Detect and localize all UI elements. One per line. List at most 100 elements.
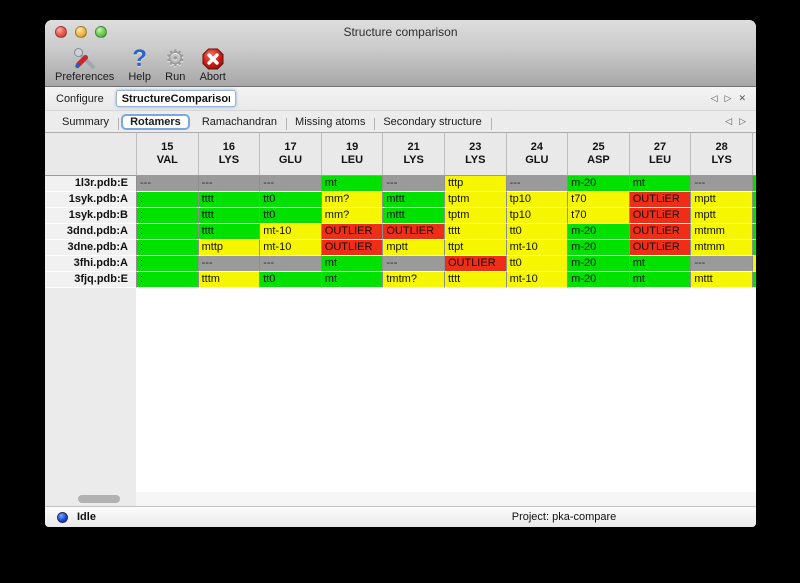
close-config-icon[interactable]: ✕ bbox=[738, 93, 746, 104]
rotamer-cell[interactable]: mm? bbox=[320, 208, 383, 224]
rotamer-cell[interactable]: mt-10 bbox=[259, 240, 321, 256]
rotamer-cell[interactable]: --- bbox=[382, 256, 444, 272]
scroll-tabs-right-icon[interactable]: ▷ bbox=[739, 116, 746, 127]
tab-ramachandran[interactable]: Ramachandran bbox=[193, 114, 288, 130]
rotamer-cell[interactable]: mt-10 bbox=[505, 240, 568, 256]
row-label[interactable]: 1l3r.pdb:E bbox=[45, 176, 136, 192]
rotamer-cell[interactable]: tt0 bbox=[505, 256, 568, 272]
preferences-button[interactable]: Preferences bbox=[55, 46, 114, 83]
rotamer-cell[interactable]: : bbox=[136, 240, 198, 256]
row-label[interactable]: 3dne.pdb:A bbox=[45, 240, 136, 256]
row-label[interactable]: 1syk.pdb:B bbox=[45, 208, 136, 224]
rotamer-cell[interactable]: m-20 bbox=[567, 256, 629, 272]
rotamer-cell[interactable]: tttt bbox=[197, 192, 260, 208]
next-config-icon[interactable]: ▷ bbox=[724, 93, 732, 104]
rotamer-cell[interactable]: tttt bbox=[443, 272, 506, 288]
rotamer-cell[interactable]: : bbox=[136, 224, 198, 240]
rotamer-cell[interactable]: OUTLIER bbox=[382, 224, 444, 240]
tab-summary[interactable]: Summary bbox=[53, 114, 120, 130]
rotamer-cell[interactable]: OUTLiER bbox=[628, 224, 691, 240]
scrollbar-thumb[interactable] bbox=[78, 495, 120, 503]
rotamer-cell[interactable]: : bbox=[136, 192, 198, 208]
rotamer-cell[interactable]: tptm bbox=[443, 208, 506, 224]
rotamer-cell[interactable]: m-20 bbox=[567, 272, 629, 288]
tab-secondary-structure[interactable]: Secondary structure bbox=[374, 114, 493, 130]
rotamer-cell[interactable]: tp10 bbox=[505, 192, 568, 208]
rotamer-cell[interactable]: --- bbox=[259, 256, 321, 272]
rotamer-cell[interactable]: t70 bbox=[567, 192, 629, 208]
rotamer-cell[interactable]: mt-10 bbox=[505, 272, 568, 288]
rotamer-cell[interactable]: OUTLiER bbox=[628, 240, 691, 256]
scroll-tabs-left-icon[interactable]: ◁ bbox=[725, 116, 733, 127]
rotamer-cell[interactable]: mm? bbox=[320, 192, 383, 208]
title-bar[interactable]: Structure comparison bbox=[45, 20, 756, 44]
row-label[interactable]: 3dnd.pdb:A bbox=[45, 224, 136, 240]
row-label[interactable]: 3fhi.pdb:A bbox=[45, 256, 136, 272]
rotamer-cell[interactable]: tt0 bbox=[259, 208, 321, 224]
rotamer-cell[interactable]: tttt bbox=[197, 208, 260, 224]
rotamer-cell[interactable]: tttm bbox=[197, 272, 260, 288]
rotamer-cell[interactable]: OUTLIER bbox=[443, 256, 506, 272]
residue-code: LEU bbox=[341, 154, 364, 166]
prev-config-icon[interactable]: ◁ bbox=[710, 93, 718, 104]
rotamer-cell[interactable]: --- bbox=[259, 176, 321, 192]
rotamer-cell[interactable]: mptt bbox=[690, 208, 752, 224]
rotamer-cell[interactable]: OUTLiER bbox=[628, 208, 691, 224]
rotamer-cell[interactable]: --- bbox=[197, 176, 260, 192]
rotamer-cell[interactable]: t70 bbox=[567, 208, 629, 224]
abort-button[interactable]: Abort bbox=[200, 46, 226, 83]
rotamer-cell[interactable]: mttt bbox=[382, 192, 444, 208]
rotamer-cell[interactable]: tttt bbox=[197, 224, 260, 240]
tab-rotamers[interactable]: Rotamers bbox=[121, 113, 190, 130]
rotamer-cell[interactable]: OUTLiER bbox=[628, 192, 691, 208]
rotamer-cell[interactable]: mt bbox=[320, 256, 383, 272]
help-button[interactable]: ? Help bbox=[128, 46, 151, 84]
rotamer-cell[interactable]: OUTLIER bbox=[320, 240, 383, 256]
row-label[interactable]: 3fjq.pdb:E bbox=[45, 272, 136, 288]
rotamer-cell[interactable]: tt0 bbox=[259, 272, 321, 288]
minimize-window-button[interactable] bbox=[75, 26, 87, 38]
rotamer-cell[interactable]: mtmm bbox=[690, 240, 752, 256]
rotamer-cell[interactable]: tptm bbox=[443, 192, 506, 208]
rotamer-cell[interactable]: m-20 bbox=[567, 240, 629, 256]
configure-name-input[interactable] bbox=[115, 90, 236, 107]
rotamer-cell[interactable]: : bbox=[136, 208, 198, 224]
rotamer-cell[interactable]: mt bbox=[628, 256, 691, 272]
rotamer-cell[interactable]: m-20 bbox=[567, 176, 629, 192]
rotamer-cell[interactable]: tmtm? bbox=[382, 272, 444, 288]
rotamer-cell[interactable]: m-20 bbox=[567, 224, 629, 240]
rotamer-cell[interactable]: tt0 bbox=[505, 224, 568, 240]
rotamer-cell[interactable]: --- bbox=[505, 176, 568, 192]
rotamer-cell[interactable]: --- bbox=[690, 256, 752, 272]
zoom-window-button[interactable] bbox=[95, 26, 107, 38]
rotamer-cell[interactable]: --- bbox=[197, 256, 260, 272]
rotamer-cell[interactable]: mptt bbox=[382, 240, 444, 256]
run-button[interactable]: ⚙ Run bbox=[165, 46, 186, 83]
table-row: 1syk.pdb:B: tttt tt0 mm? mttt tptm tp10 t70 OUTL… bbox=[45, 208, 756, 224]
rotamer-cell[interactable]: mptt bbox=[690, 192, 752, 208]
rotamer-cell[interactable]: OUTLIER bbox=[320, 224, 383, 240]
rotamer-cell[interactable]: tttp bbox=[443, 176, 506, 192]
rotamer-cell[interactable]: mt bbox=[320, 272, 383, 288]
rotamer-cell[interactable]: --- bbox=[382, 176, 444, 192]
rotamer-cell[interactable]: : bbox=[136, 256, 198, 272]
tab-missing-atoms[interactable]: Missing atoms bbox=[286, 114, 376, 130]
close-window-button[interactable] bbox=[55, 26, 67, 38]
rotamer-cell[interactable]: tt0 bbox=[259, 192, 321, 208]
rotamer-cell[interactable]: tp10 bbox=[505, 208, 568, 224]
rotamer-cell[interactable]: --- bbox=[690, 176, 752, 192]
rotamer-cell[interactable]: mt bbox=[628, 176, 691, 192]
row-label[interactable]: 1syk.pdb:A bbox=[45, 192, 136, 208]
horizontal-scrollbar[interactable] bbox=[45, 492, 756, 506]
rotamer-cell[interactable]: mtmm bbox=[690, 224, 752, 240]
rotamer-cell[interactable]: mt-10 bbox=[259, 224, 321, 240]
rotamer-cell[interactable]: mttp bbox=[197, 240, 260, 256]
rotamer-cell[interactable]: mttt bbox=[690, 272, 752, 288]
rotamer-cell[interactable]: : bbox=[136, 272, 198, 288]
rotamer-cell[interactable]: --- bbox=[136, 176, 198, 192]
rotamer-cell[interactable]: mt bbox=[628, 272, 691, 288]
rotamer-cell[interactable]: mt bbox=[320, 176, 383, 192]
rotamer-cell[interactable]: ttpt bbox=[443, 240, 506, 256]
rotamer-cell[interactable]: mttt bbox=[382, 208, 444, 224]
rotamer-cell[interactable]: tttt bbox=[443, 224, 506, 240]
